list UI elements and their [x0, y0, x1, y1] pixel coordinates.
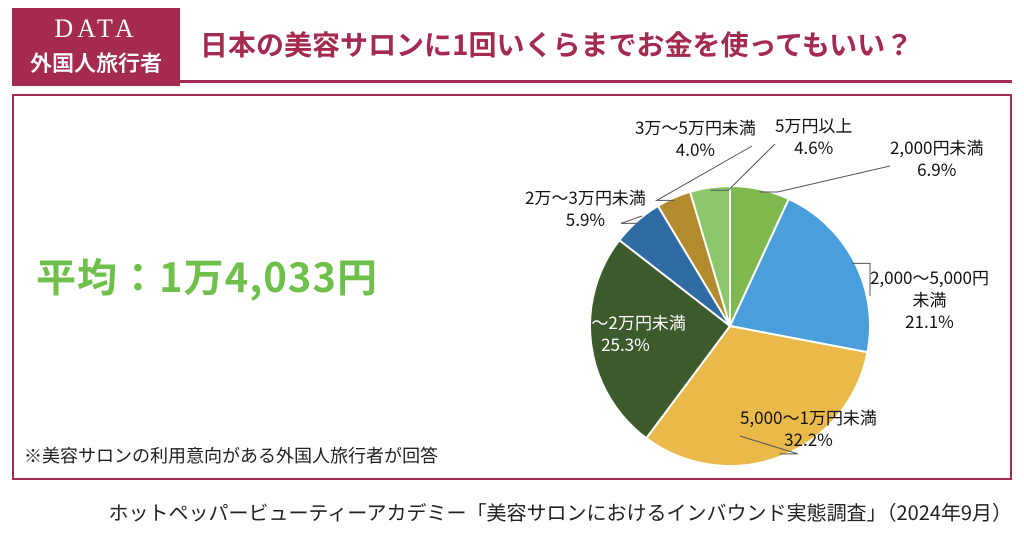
slice-label: 2,000円未満6.9%	[890, 136, 983, 180]
chart-panel: 平均：1万4,033円 ※美容サロンの利用意向がある外国人旅行者が回答 2,00…	[12, 94, 1012, 480]
slice-label: 5万円以上4.6%	[775, 114, 852, 158]
data-badge: DATA 外国人旅行者	[12, 8, 180, 86]
slice-label: 5,000～1万円未満32.2%	[740, 406, 877, 450]
slice-label: 1万～2万円未満25.3%	[565, 311, 686, 355]
badge-bottom: 外国人旅行者	[30, 46, 162, 78]
slice-label: 3万～5万円未満4.0%	[635, 116, 756, 160]
badge-top: DATA	[30, 14, 162, 44]
slice-label: 2万～3万円未満5.9%	[525, 186, 646, 230]
pie-chart: 2,000円未満6.9%2,000～5,000円未満21.1%5,000～1万円…	[400, 106, 960, 476]
title-wrap: 日本の美容サロンに1回いくらまでお金を使ってもいい？	[180, 8, 1012, 83]
source-line: ホットペッパービューティーアカデミー「美容サロンにおけるインバウンド実態調査」（…	[0, 497, 1012, 526]
slice-label: 2,000～5,000円未満21.1%	[870, 266, 989, 332]
page-title: 日本の美容サロンに1回いくらまでお金を使ってもいい？	[200, 24, 913, 64]
header: DATA 外国人旅行者 日本の美容サロンに1回いくらまでお金を使ってもいい？	[0, 0, 1024, 86]
leader-line	[760, 166, 890, 192]
average-text: 平均：1万4,033円	[36, 246, 378, 304]
footnote: ※美容サロンの利用意向がある外国人旅行者が回答	[24, 442, 438, 468]
